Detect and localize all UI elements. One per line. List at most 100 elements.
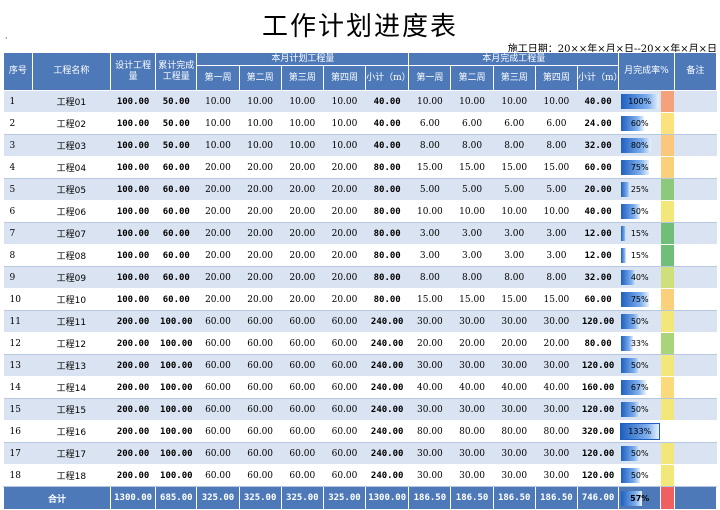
rate-text: 67%: [630, 383, 649, 392]
row-plan-week: 20.00: [239, 222, 282, 245]
row-cumulative: 50.00: [155, 112, 197, 135]
row-plan-week: 60.00: [281, 398, 324, 421]
rate-text: 50%: [630, 471, 649, 480]
row-done-week: 30.00: [450, 310, 494, 333]
row-plan-week: 20.00: [323, 200, 366, 223]
row-plan-week: 20.00: [196, 156, 240, 179]
rate-bar: 100%: [620, 94, 659, 109]
row-name: 工程12: [32, 332, 111, 355]
row-plan-week: 60.00: [196, 310, 240, 333]
header-done-week: 第三周: [492, 65, 536, 91]
row-plan-week: 60.00: [323, 464, 366, 487]
row-plan-week: 60.00: [323, 420, 366, 443]
header-plan-week: 第四周: [322, 65, 367, 91]
row-done-week: 8.00: [535, 266, 578, 289]
row-done-week: 30.00: [408, 442, 451, 465]
row-done-subtotal: 160.00: [577, 376, 619, 399]
table-row: 18 工程18 200.00 100.00 60.00 60.00 60.00 60.00 24…: [3, 464, 717, 487]
row-done-week: 10.00: [493, 90, 536, 113]
row-cumulative: 100.00: [155, 398, 197, 421]
rate-bar: 75%: [620, 292, 659, 307]
row-plan-subtotal: 80.00: [365, 178, 409, 201]
row-name: 工程08: [32, 244, 111, 267]
row-design: 200.00: [110, 376, 156, 399]
rate-bar-fill: [620, 226, 627, 241]
row-done-week: 30.00: [408, 310, 451, 333]
row-rate-cell: 75%: [618, 156, 661, 179]
total-cumulative: 685.00: [155, 486, 198, 510]
header-plan-week: 第一周: [196, 65, 240, 91]
row-index: 15: [3, 398, 33, 421]
row-done-week: 8.00: [408, 134, 451, 157]
row-remark: [674, 134, 717, 157]
rate-text: 50%: [630, 405, 649, 414]
row-heat-cell: [660, 244, 675, 267]
row-done-week: 80.00: [408, 420, 451, 443]
rate-bar-fill: [620, 402, 640, 417]
row-name: 工程03: [32, 134, 111, 157]
rate-text: 50%: [630, 449, 649, 458]
row-done-week: 30.00: [535, 354, 578, 377]
total-plan-week: 325.00: [238, 486, 282, 510]
row-rate-cell: 50%: [618, 200, 661, 223]
row-done-week: 8.00: [450, 266, 494, 289]
row-done-subtotal: 120.00: [577, 398, 619, 421]
progress-table: 序号 工程名称 设计工程量 累计完成工程量 本月计划工程量 本月完成工程量 月完…: [3, 52, 718, 510]
row-done-week: 10.00: [450, 200, 494, 223]
row-design: 200.00: [110, 464, 156, 487]
row-done-week: 3.00: [493, 222, 536, 245]
row-done-subtotal: 12.00: [577, 222, 619, 245]
row-done-week: 8.00: [493, 134, 536, 157]
row-cumulative: 100.00: [155, 442, 197, 465]
rate-bar-fill: [620, 270, 636, 285]
row-rate-cell: 60%: [618, 112, 661, 135]
table-row: 7 工程07 100.00 60.00 20.00 20.00 20.00 20.00 80.0…: [3, 222, 717, 245]
row-plan-week: 10.00: [323, 134, 366, 157]
row-plan-subtotal: 240.00: [365, 332, 409, 355]
row-rate-cell: 80%: [618, 134, 661, 157]
row-done-week: 10.00: [493, 200, 536, 223]
header-plan-subtotal: 小计（m）: [365, 65, 410, 91]
row-done-week: 15.00: [408, 156, 451, 179]
rate-bar: 40%: [620, 270, 659, 285]
row-plan-week: 10.00: [281, 112, 324, 135]
row-cumulative: 60.00: [155, 288, 197, 311]
row-index: 4: [3, 156, 33, 179]
row-done-week: 6.00: [408, 112, 451, 135]
row-name: 工程01: [32, 90, 111, 113]
row-cumulative: 100.00: [155, 310, 197, 333]
header-done-group: 本月完成工程量: [408, 52, 620, 66]
row-heat-cell: [660, 376, 675, 399]
row-design: 100.00: [110, 90, 156, 113]
row-plan-week: 20.00: [323, 288, 366, 311]
row-index: 7: [3, 222, 33, 245]
row-design: 200.00: [110, 420, 156, 443]
row-done-week: 6.00: [450, 112, 494, 135]
table-row: 2 工程02 100.00 50.00 10.00 10.00 10.00 10.00 40.0…: [3, 112, 717, 135]
rate-bar-fill: [620, 160, 650, 175]
row-plan-subtotal: 80.00: [365, 288, 409, 311]
rate-bar: 67%: [620, 380, 659, 395]
row-name: 工程17: [32, 442, 111, 465]
rate-bar: 50%: [620, 446, 659, 461]
row-plan-week: 60.00: [281, 354, 324, 377]
total-done-week: 186.50: [408, 486, 452, 510]
row-plan-week: 10.00: [239, 90, 282, 113]
row-rate-cell: 50%: [618, 464, 661, 487]
row-plan-subtotal: 80.00: [365, 200, 409, 223]
row-cumulative: 100.00: [155, 420, 197, 443]
row-plan-week: 60.00: [281, 310, 324, 333]
row-plan-week: 60.00: [323, 354, 366, 377]
rate-bar-fill: [620, 336, 634, 351]
row-done-week: 30.00: [408, 354, 451, 377]
row-done-week: 15.00: [493, 156, 536, 179]
row-remark: [674, 420, 717, 443]
rate-bar-fill: [620, 182, 631, 197]
rate-text: 15%: [630, 251, 649, 260]
row-remark: [674, 112, 717, 135]
row-cumulative: 50.00: [155, 134, 197, 157]
row-remark: [674, 464, 717, 487]
rate-text: 40%: [630, 273, 649, 282]
row-done-week: 30.00: [408, 464, 451, 487]
total-done-subtotal: 746.00: [576, 486, 620, 510]
